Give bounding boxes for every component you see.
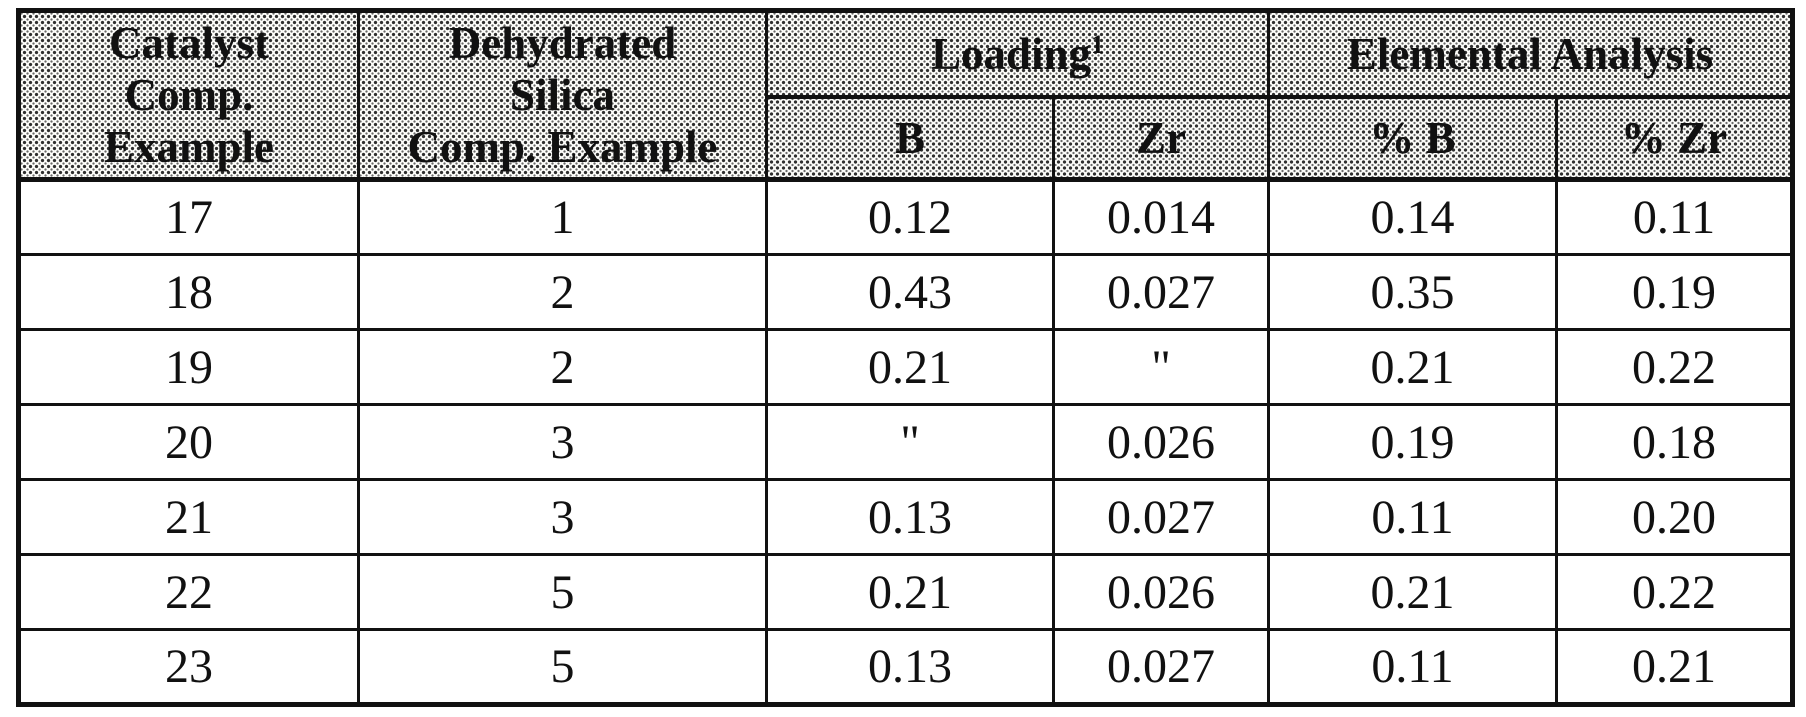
table-row: 21 3 0.13 0.027 0.11 0.20	[17, 478, 1795, 556]
cell-loading-zr: 0.014	[1051, 178, 1271, 256]
cell-silica-example: 5	[357, 628, 768, 706]
cell-loading-zr: 0.027	[1051, 253, 1271, 331]
cell-pct-b: 0.19	[1267, 403, 1559, 481]
cell-catalyst-example: 22	[17, 553, 360, 631]
header-silica-line-2: Silica	[509, 70, 615, 120]
cell-pct-b: 0.11	[1267, 628, 1559, 706]
cell-silica-example: 2	[357, 328, 768, 406]
cell-pct-zr: 0.22	[1555, 553, 1795, 631]
header-loading-label: Loading	[930, 28, 1092, 79]
cell-loading-b: 0.13	[765, 628, 1055, 706]
header-dehydrated-silica-comp-example: Dehydrated Silica Comp. Example	[357, 9, 768, 182]
cell-silica-example: 3	[357, 478, 768, 556]
cell-pct-b: 0.35	[1267, 253, 1559, 331]
cell-pct-zr: 0.11	[1555, 178, 1795, 256]
header-catalyst-line-2: Comp.	[124, 70, 254, 120]
header-silica-line-1: Dehydrated	[448, 18, 677, 68]
header-loading: Loading1	[764, 9, 1271, 99]
header-row-top: Catalyst Comp. Example Dehydrated Silica…	[17, 9, 1795, 182]
cell-loading-b: 0.13	[765, 478, 1055, 556]
cell-pct-zr: 0.18	[1555, 403, 1795, 481]
header-pct-zr: % Zr	[1555, 95, 1795, 182]
cell-catalyst-example: 19	[17, 328, 360, 406]
cell-silica-example: 5	[357, 553, 768, 631]
table-row: 17 1 0.12 0.014 0.14 0.11	[17, 178, 1795, 256]
header-pct-b: % B	[1267, 95, 1559, 182]
cell-silica-example: 2	[357, 253, 768, 331]
header-elemental-analysis: Elemental Analysis	[1267, 9, 1795, 99]
table-row: 22 5 0.21 0.026 0.21 0.22	[17, 553, 1795, 631]
cell-pct-b: 0.11	[1267, 478, 1559, 556]
cell-pct-b: 0.21	[1267, 553, 1559, 631]
cell-pct-zr: 0.21	[1555, 628, 1795, 706]
header-zr: Zr	[1051, 95, 1271, 182]
header-catalyst-line-3: Example	[103, 122, 274, 172]
header-b: B	[765, 95, 1055, 182]
table-row: 19 2 0.21 " 0.21 0.22	[17, 328, 1795, 406]
table-row: 18 2 0.43 0.027 0.35 0.19	[17, 253, 1795, 331]
cell-catalyst-example: 21	[17, 478, 360, 556]
cell-loading-zr: "	[1051, 328, 1271, 406]
header-catalyst-comp-example: Catalyst Comp. Example	[17, 9, 360, 182]
cell-loading-b: "	[765, 403, 1055, 481]
cell-loading-zr: 0.026	[1051, 403, 1271, 481]
table-row: 23 5 0.13 0.027 0.11 0.21	[17, 628, 1795, 706]
cell-loading-b: 0.43	[765, 253, 1055, 331]
cell-loading-b: 0.12	[765, 178, 1055, 256]
cell-loading-zr: 0.026	[1051, 553, 1271, 631]
cell-loading-zr: 0.027	[1051, 478, 1271, 556]
cell-catalyst-example: 23	[17, 628, 360, 706]
catalyst-loading-table: Catalyst Comp. Example Dehydrated Silica…	[16, 8, 1796, 707]
cell-pct-b: 0.21	[1267, 328, 1559, 406]
cell-catalyst-example: 17	[17, 178, 360, 256]
cell-pct-zr: 0.22	[1555, 328, 1795, 406]
cell-catalyst-example: 20	[17, 403, 360, 481]
cell-catalyst-example: 18	[17, 253, 360, 331]
cell-silica-example: 3	[357, 403, 768, 481]
cell-loading-b: 0.21	[765, 553, 1055, 631]
cell-loading-b: 0.21	[765, 328, 1055, 406]
cell-silica-example: 1	[357, 178, 768, 256]
header-silica-line-3: Comp. Example	[407, 122, 718, 172]
cell-loading-zr: 0.027	[1051, 628, 1271, 706]
header-row-sub: B Zr % B % Zr	[19, 95, 1795, 182]
header-catalyst-line-1: Catalyst	[109, 18, 269, 68]
table-row: 20 3 " 0.026 0.19 0.18	[17, 403, 1795, 481]
cell-pct-zr: 0.20	[1555, 478, 1795, 556]
cell-pct-b: 0.14	[1267, 178, 1559, 256]
cell-pct-zr: 0.19	[1555, 253, 1795, 331]
loading-footnote-ref: 1	[1091, 29, 1105, 59]
